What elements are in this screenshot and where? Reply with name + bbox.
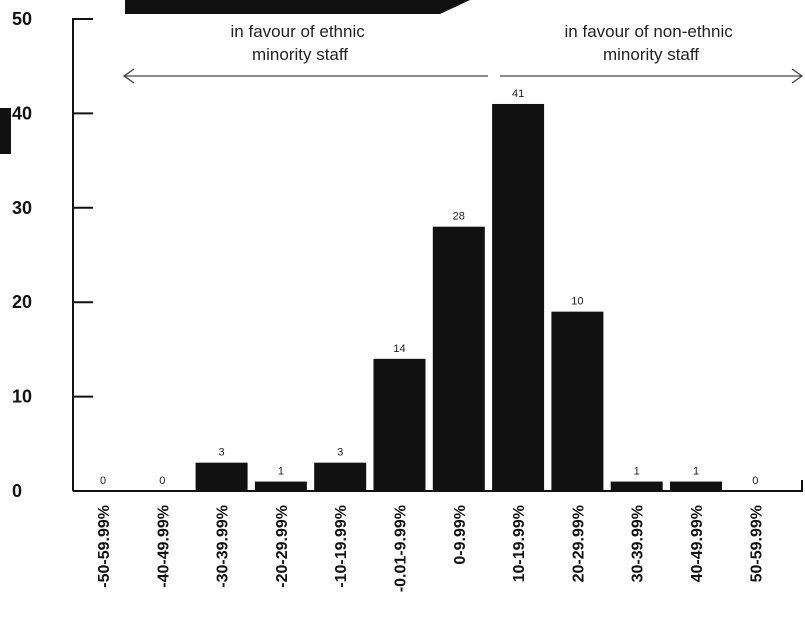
bar [432, 226, 485, 491]
header-banner-shape [125, 0, 470, 14]
annotation-left-line-1: in favour of ethnic [231, 22, 366, 41]
left-arrow [122, 68, 488, 84]
data-label: 1 [634, 466, 640, 478]
data-label: 3 [337, 447, 343, 459]
data-label: 0 [752, 475, 758, 487]
bar [670, 481, 722, 491]
x-tick-label: -50-59.99% [96, 505, 113, 588]
data-label: 1 [278, 466, 284, 478]
annotation-right: in favour of non-ethnic minority staff [565, 22, 738, 64]
data-label: 0 [159, 475, 165, 487]
bar [492, 103, 545, 492]
x-tick-label: 20-29.99% [570, 505, 587, 582]
right-arrow [500, 68, 804, 84]
data-label: 3 [219, 447, 225, 459]
data-label: 14 [393, 343, 405, 355]
left-edge-tab [0, 108, 11, 154]
x-tick-label: -10-19.99% [333, 505, 350, 588]
annotation-right-line-1: in favour of non-ethnic [565, 22, 734, 41]
data-label: 1 [693, 466, 699, 478]
x-tick-label: 0-9.99% [452, 505, 469, 565]
annotation-right-line-2: minority staff [603, 45, 699, 64]
annotation-left: in favour of ethnic minority staff [231, 22, 370, 64]
y-tick-label: 10 [12, 387, 32, 407]
y-tick-label: 50 [12, 9, 32, 29]
bars [195, 103, 722, 492]
bar [373, 358, 426, 491]
x-tick-label: -30-39.99% [215, 505, 232, 588]
bar [314, 462, 367, 491]
x-tick-label: 30-39.99% [630, 505, 647, 582]
x-tick-label: 40-49.99% [689, 505, 706, 582]
x-axis-labels: -50-59.99% -40-49.99% -30-39.99% -20-29.99%… [96, 505, 765, 592]
y-tick-label: 30 [12, 198, 32, 218]
y-tick-label: 20 [12, 292, 32, 312]
y-axis-ticks: 0 10 20 30 40 50 [12, 9, 93, 501]
data-label: 0 [100, 475, 106, 487]
annotation-left-line-2: minority staff [252, 45, 348, 64]
data-label: 10 [571, 296, 583, 308]
data-label: 28 [453, 211, 465, 223]
bar [254, 481, 307, 491]
x-tick-label: 10-19.99% [511, 505, 528, 582]
x-tick-label: 50-59.99% [748, 505, 765, 582]
bar [610, 481, 663, 491]
x-tick-label: -40-49.99% [155, 505, 172, 588]
bar [195, 462, 248, 491]
y-tick-label: 0 [12, 481, 22, 501]
x-tick-label: -20-29.99% [274, 505, 291, 588]
data-label: 41 [512, 88, 524, 100]
y-tick-label: 40 [12, 103, 32, 123]
bar [551, 311, 604, 491]
x-tick-label: -0.01-9.99% [393, 505, 410, 592]
